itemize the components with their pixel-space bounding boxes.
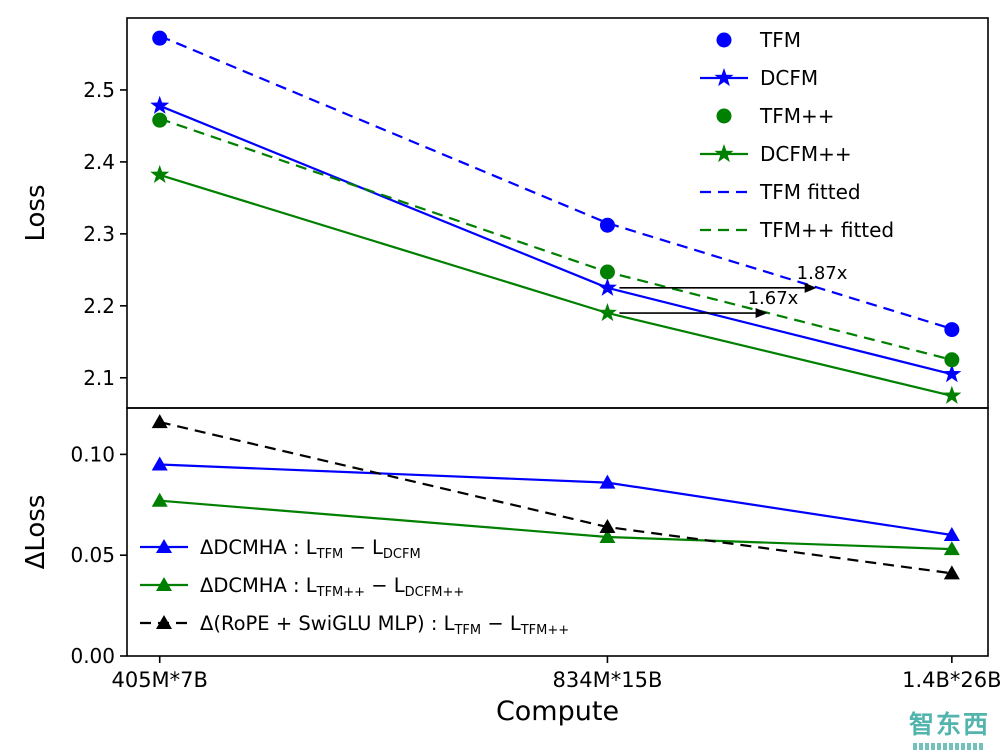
tfm-point-2 xyxy=(944,322,960,338)
top-plot-frame xyxy=(126,17,989,409)
dcfm-point-0 xyxy=(150,164,170,183)
tfm-point-1 xyxy=(599,217,615,233)
top-plot xyxy=(150,30,962,404)
y-tick-label: 2.4 xyxy=(83,150,115,174)
dcfm-line xyxy=(159,173,953,397)
y-tick-label: 2.1 xyxy=(83,366,115,390)
dcmha-l-tfm-l-dcfm-line xyxy=(159,463,952,537)
bottom-series-2-legend-label: Δ(RoPE + SwiGLU MLP) : LTFM − LTFM++ xyxy=(200,612,569,638)
dcfm-legend-label: DCFM++ xyxy=(760,142,852,166)
dcmha-l-tfm-l-dcfm-point-1 xyxy=(599,474,616,489)
annotation-arrow-head xyxy=(804,282,817,293)
dcfm-point-1 xyxy=(597,277,617,296)
watermark-subtext-decoration xyxy=(913,743,986,750)
watermark: 智东西 xyxy=(909,705,990,750)
y-tick-label: 2.3 xyxy=(83,222,115,246)
y-axis-label-bottom: ΔLoss xyxy=(21,495,51,570)
tfm-point-1 xyxy=(599,264,615,280)
bottom-series-0-legend-label: ΔDCMHA : LTFM − LDCFM xyxy=(200,536,421,562)
dcmha-l-tfm-l-dcfm-point-0 xyxy=(151,492,168,507)
rope-swiglu-mlp-l-tfm-l-tfm-point-1 xyxy=(599,518,616,533)
tfm-point-0 xyxy=(152,30,168,46)
x-tick-label: 405M*7B xyxy=(111,668,207,692)
rope-swiglu-mlp-l-tfm-l-tfm-point-2 xyxy=(943,565,960,580)
y-tick-label: 2.5 xyxy=(83,78,115,102)
annotation-arrow-head xyxy=(755,308,768,319)
tfm-legend-label: TFM xyxy=(759,28,801,52)
bottom-series-2-legend-marker xyxy=(156,615,172,629)
legend-bottom: ΔDCMHA : LTFM − LDCFM ΔDCMHA : LTFM++ − L… xyxy=(140,536,569,638)
dcmha-l-tfm-l-dcfm-point-0 xyxy=(151,456,168,471)
bottom-series-0-legend-marker xyxy=(156,539,172,553)
y-axis-label-top: Loss xyxy=(21,184,51,241)
watermark-text: 智东西 xyxy=(908,710,990,739)
y-tick-label: 2.2 xyxy=(83,294,115,318)
dcfm-legend-marker xyxy=(714,68,734,87)
x-tick-label: 834M*15B xyxy=(553,668,663,692)
y-tick-label: 0.05 xyxy=(70,543,115,567)
dcmha-l-tfm-l-dcfm-point-2 xyxy=(943,527,960,542)
bottom-series-1-legend-marker xyxy=(156,577,172,591)
dcfm-point-2 xyxy=(942,385,962,404)
annotation-label-1: 1.67x xyxy=(748,288,799,309)
x-axis-label: Compute xyxy=(496,696,619,727)
tfm-fitted-line xyxy=(159,34,953,330)
bottom-plot xyxy=(151,414,960,580)
bottom-plot-frame xyxy=(126,407,989,657)
x-tick-label: 1.4B*26B xyxy=(902,668,1000,692)
dcfm-point-0 xyxy=(150,95,170,114)
tfm-legend-marker xyxy=(716,32,732,48)
bottom-series-1-legend-label: ΔDCMHA : LTFM++ − LDCFM++ xyxy=(200,574,464,600)
dcfm-point-2 xyxy=(942,364,962,383)
tfm-fitted-legend-label: TFM fitted xyxy=(759,180,861,204)
dcfm-legend-marker xyxy=(714,144,734,163)
dcmha-l-tfm-l-dcfm-point-1 xyxy=(599,529,616,544)
annotation-label-0: 1.87x xyxy=(797,263,848,284)
tfm-point-0 xyxy=(152,112,168,128)
tfm-point-2 xyxy=(944,352,960,368)
dcfm-point-1 xyxy=(597,303,617,322)
y-tick-label: 0.10 xyxy=(70,442,115,466)
dcfm-legend-label: DCFM xyxy=(760,66,818,90)
dcmha-l-tfm-l-dcfm-point-2 xyxy=(943,541,960,556)
tfm-legend-marker xyxy=(716,108,732,124)
y-tick-label: 0.00 xyxy=(70,644,115,668)
tfm-fitted-legend-label: TFM++ fitted xyxy=(759,218,894,242)
tfm-legend-label: TFM++ xyxy=(759,104,835,128)
rope-swiglu-mlp-l-tfm-l-tfm-point-0 xyxy=(151,414,168,429)
legend-top: TFM DCFM TFM++ DCFM++ TFM fitted TFM++ fitted xyxy=(700,28,894,242)
